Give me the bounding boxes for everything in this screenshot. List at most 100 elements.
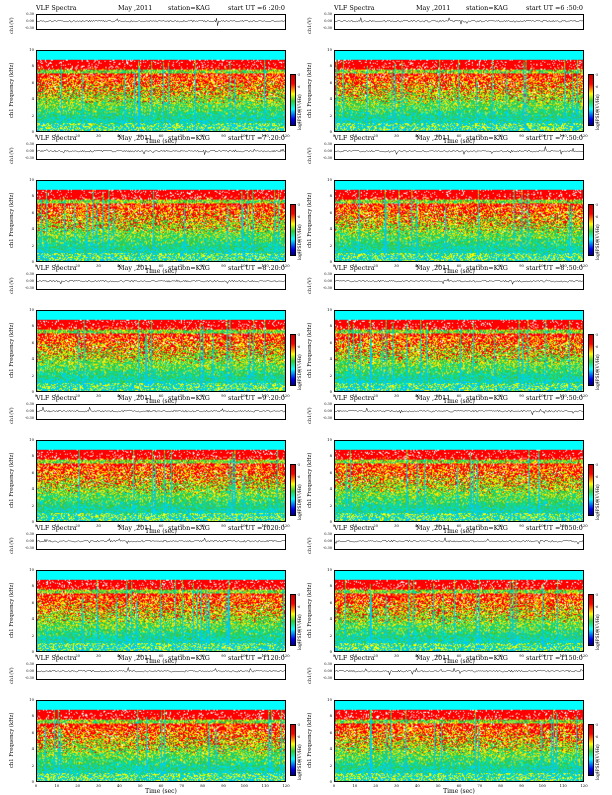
waveform-plot <box>36 14 286 30</box>
x-tick-label: 40 <box>414 133 420 138</box>
ts-tick-label: -0.30 <box>25 416 34 420</box>
y-tick-label: 10 <box>29 697 34 702</box>
waveform-trace <box>37 667 285 673</box>
x-tick-label: 30 <box>394 133 399 138</box>
colorbar-tick-labels: -5 -6 -7 -8 -9 <box>595 723 601 776</box>
y-tick-label: 10 <box>327 437 332 442</box>
x-tick-label: 90 <box>221 653 226 658</box>
y-tick-label: 2 <box>329 502 332 508</box>
x-tick-label: 120 <box>282 523 290 528</box>
y-tick-label: 8 <box>329 453 332 459</box>
x-tick-label: 50 <box>137 653 143 658</box>
x-tick-label: 10 <box>352 653 358 658</box>
panel-date: May ,2011 <box>416 654 451 662</box>
x-tick-label: 60 <box>456 393 462 398</box>
y-tick-label: 8 <box>31 453 34 459</box>
x-tick-label: 30 <box>96 133 101 138</box>
colorbar-tick-label: -5 <box>595 333 599 337</box>
spectrogram-canvas <box>37 701 285 781</box>
x-tick-label: 80 <box>498 783 504 788</box>
x-tick-label: 30 <box>394 263 399 268</box>
spectrogram-panel: VLF Spectra May ,2011 station=KAG start UT … <box>306 134 602 275</box>
panel-station: station=KAG <box>466 524 508 532</box>
ts-tick-label: 0.30 <box>324 12 332 16</box>
x-tick-label: 20 <box>373 523 379 528</box>
spectrogram-image <box>334 440 584 522</box>
x-tick-label: 50 <box>137 393 143 398</box>
spectrogram-canvas <box>335 441 583 521</box>
spectrogram-panel: VLF Spectra May ,2011 station=KAG start UT … <box>8 264 304 405</box>
colorbar-tick-label: -9 <box>297 121 301 125</box>
x-tick-label: 90 <box>221 263 226 268</box>
panel-header: VLF Spectra May ,2011 station=KAG start UT … <box>36 654 298 663</box>
y-tick-labels: 0 2 4 6 8 10 <box>320 308 334 394</box>
y-axis-label-text: ch1 Frequency (kHz) <box>307 192 313 248</box>
ts-tick-labels: 0.30 0.00 -0.30 <box>20 662 36 680</box>
x-tick-labels: 0 10 20 30 40 50 60 70 80 90 100 110 120 <box>35 393 290 399</box>
y-axis-label: ch1 Frequency (kHz) <box>307 424 321 520</box>
colorbar-tick-label: -6 <box>297 85 301 89</box>
spectrogram-canvas <box>37 441 285 521</box>
colorbar-tick-label: -7 <box>297 617 301 621</box>
x-tick-label: 110 <box>261 523 269 528</box>
x-tick-label: 90 <box>519 783 524 788</box>
colorbar-tick-label: -6 <box>595 85 599 89</box>
colorbar <box>588 724 594 776</box>
waveform-trace <box>37 279 285 285</box>
panel-start-time: start UT =1120:0 <box>228 654 285 662</box>
x-tick-labels: 0 10 20 30 40 50 60 70 80 90 100 110 120 <box>333 783 588 789</box>
x-tick-label: 80 <box>498 133 504 138</box>
y-tick-label: 4 <box>31 746 34 752</box>
colorbar-tick-label: -8 <box>595 239 599 243</box>
ts-tick-label: -0.30 <box>25 26 34 30</box>
ts-tick-labels: 0.30 0.00 -0.30 <box>318 662 334 680</box>
x-tick-label: 60 <box>158 653 164 658</box>
ts-tick-label: 0.00 <box>324 409 332 413</box>
panel-title: VLF Spectra <box>334 394 375 402</box>
ts-tick-label: -0.30 <box>323 676 332 680</box>
colorbar-tick-label: -8 <box>297 109 301 113</box>
x-tick-label: 40 <box>116 263 122 268</box>
x-tick-label: 70 <box>477 783 483 788</box>
x-tick-label: 90 <box>519 653 524 658</box>
colorbar-tick-label: -6 <box>297 605 301 609</box>
y-tick-labels: 0 2 4 6 8 10 <box>22 568 36 654</box>
x-tick-label: 100 <box>538 653 546 658</box>
panel-start-time: start UT =8 :20:0 <box>228 264 285 272</box>
y-axis-label: ch1 Frequency (kHz) <box>9 424 23 520</box>
spectrogram-panel: VLF Spectra May ,2011 station=KAG start UT … <box>306 264 602 405</box>
y-tick-label: 8 <box>31 713 34 719</box>
y-tick-label: 2 <box>329 242 332 248</box>
colorbar <box>588 464 594 516</box>
x-tick-label: 20 <box>373 783 379 788</box>
panel-station: station=KAG <box>168 654 210 662</box>
x-tick-label: 30 <box>394 783 399 788</box>
y-axis-label-text: ch1 Frequency (kHz) <box>9 62 15 118</box>
spectrogram-image <box>334 570 584 652</box>
x-tick-label: 110 <box>261 263 269 268</box>
colorbar-tick-label: -6 <box>297 215 301 219</box>
waveform-trace <box>335 146 583 156</box>
panel-title: VLF Spectra <box>334 524 375 532</box>
colorbar-tick-label: -9 <box>297 251 301 255</box>
ts-tick-label: 0.00 <box>26 19 34 23</box>
spectrogram-canvas <box>335 701 583 781</box>
ts-tick-label: 0.30 <box>26 12 34 16</box>
panel-station: station=KAG <box>168 134 210 142</box>
panel-header: VLF Spectra May ,2011 station=KAG start UT … <box>36 4 298 13</box>
panel-title: VLF Spectra <box>36 394 77 402</box>
spectrogram-image <box>334 310 584 392</box>
x-tick-label: 80 <box>200 393 206 398</box>
x-tick-label: 50 <box>137 133 143 138</box>
x-tick-label: 100 <box>538 393 546 398</box>
x-tick-label: 70 <box>477 523 483 528</box>
y-tick-labels: 0 2 4 6 8 10 <box>320 437 334 524</box>
panel-station: station=KAG <box>168 394 210 402</box>
ts-tick-label: -0.30 <box>323 546 332 550</box>
x-tick-label: 70 <box>179 523 185 528</box>
x-tick-label: 30 <box>394 653 399 658</box>
y-tick-label: 10 <box>327 47 332 52</box>
colorbar-tick-label: -6 <box>595 605 599 609</box>
colorbar-tick-label: -7 <box>595 357 599 361</box>
